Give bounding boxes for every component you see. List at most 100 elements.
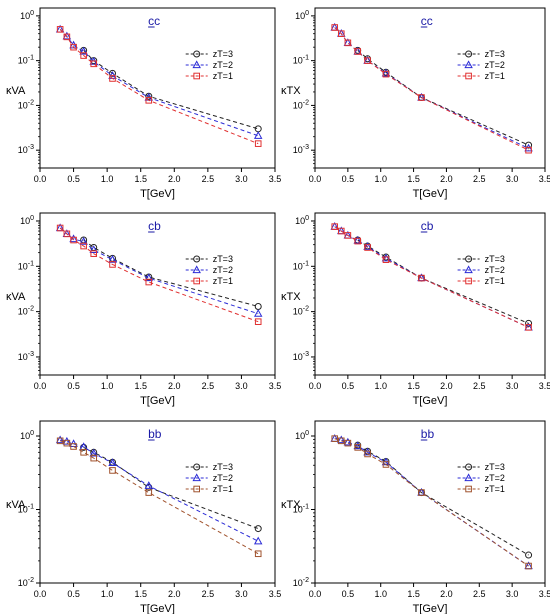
- y-axis-label: κVA: [6, 499, 26, 511]
- series-line-1: [83, 49, 259, 130]
- legend-label: zT=3: [485, 462, 505, 472]
- plot-frame: [314, 7, 546, 169]
- legend-label: zT=2: [485, 473, 505, 483]
- y-tick-label: 10-1: [18, 260, 34, 271]
- data-point: [337, 437, 345, 445]
- series-line-2: [334, 27, 529, 149]
- data-point: [382, 461, 390, 468]
- legend-label: zT=1: [213, 276, 233, 286]
- data-point: [144, 273, 154, 282]
- legend-label: zT=2: [485, 265, 505, 275]
- x-tick-label: 0.0: [34, 381, 47, 391]
- data-point: [331, 435, 339, 442]
- x-tick-label: 0.5: [342, 381, 355, 391]
- data-point: [62, 436, 72, 445]
- chart-panel-5: 0.0 0.5 1.0 1.5 2.0 2.5 3.0 3.5 100 10-1 10-2 T[GeV…: [6, 420, 281, 614]
- series-line-1: [357, 49, 529, 146]
- data-point: [525, 141, 533, 149]
- series-line-3: [334, 438, 529, 567]
- y-tick-label: 100: [295, 10, 309, 21]
- x-tick-label: 1.5: [407, 589, 420, 599]
- x-tick-label: 2.5: [202, 589, 215, 599]
- y-axis-label: κTX: [281, 499, 301, 511]
- legend-marker: [465, 72, 472, 80]
- series-line-3: [334, 226, 529, 328]
- data-point: [145, 97, 153, 104]
- data-point: [254, 318, 262, 325]
- data-point: [56, 437, 64, 445]
- x-tick-label: 0.5: [342, 174, 355, 184]
- data-point: [79, 237, 88, 245]
- series-line-3: [59, 29, 259, 145]
- x-tick-label: 0.0: [309, 174, 322, 184]
- data-point: [90, 250, 98, 257]
- chart-panel-4: 0.0 0.5 1.0 1.5 2.0 2.5 3.0 3.5 100 10-1 10-2 10-3 T…: [281, 212, 550, 407]
- data-point: [354, 444, 362, 451]
- legend-marker: [464, 60, 473, 69]
- data-point: [418, 94, 425, 101]
- y-tick-label: 10-2: [293, 99, 309, 110]
- legend-label: zT=2: [485, 60, 505, 70]
- panel-title: bb: [421, 427, 435, 441]
- y-tick-label: 10-3: [18, 144, 34, 155]
- y-tick-label: 10-3: [18, 351, 34, 362]
- data-point: [337, 227, 345, 235]
- y-axis-label: κTX: [281, 85, 301, 97]
- data-point: [253, 309, 263, 317]
- x-tick-label: 3.5: [269, 174, 282, 184]
- legend-marker: [464, 473, 473, 482]
- y-tick-label: 10-1: [293, 55, 309, 66]
- series-line-3: [59, 440, 259, 555]
- y-axis-label: κVA: [6, 291, 26, 303]
- legend-label: zT=3: [213, 49, 233, 59]
- y-tick-label: 10-1: [18, 55, 34, 66]
- data-point: [55, 435, 65, 444]
- data-point: [254, 125, 262, 133]
- data-point: [525, 324, 532, 331]
- y-tick-label: 10-2: [18, 577, 34, 588]
- legend-label: zT=1: [213, 71, 233, 81]
- x-tick-label: 2.5: [473, 381, 486, 391]
- legend-label: zT=2: [213, 265, 233, 275]
- data-point: [253, 536, 263, 545]
- x-tick-label: 2.0: [168, 381, 181, 391]
- data-point: [62, 31, 72, 40]
- x-tick-label: 0.5: [67, 381, 80, 391]
- legend-label: zT=3: [485, 49, 505, 59]
- data-point: [63, 33, 71, 41]
- panel-title: bb: [148, 427, 162, 441]
- x-tick-label: 0.5: [342, 589, 355, 599]
- y-tick-label: 100: [295, 215, 309, 226]
- legend-label: zT=1: [213, 484, 233, 494]
- series-line-1: [83, 446, 259, 530]
- chart-panel-1: 0.0 0.5 1.0 1.5 2.0 2.5 3.0 3.5 100 10-1 10-2 10-3 T…: [6, 7, 282, 200]
- series-line-1: [357, 444, 529, 556]
- y-axis-label: κVA: [6, 85, 26, 97]
- series-line-2: [59, 29, 259, 137]
- data-point: [63, 230, 71, 238]
- legend-marker: [192, 60, 201, 69]
- y-tick-label: 10-2: [18, 306, 34, 317]
- legend-marker: [193, 485, 200, 493]
- y-tick-label: 10-1: [18, 504, 34, 515]
- data-point: [80, 52, 87, 59]
- x-tick-label: 2.0: [168, 589, 181, 599]
- data-point: [353, 441, 362, 450]
- x-tick-label: 2.5: [202, 381, 215, 391]
- x-tick-label: 3.0: [235, 589, 248, 599]
- data-point: [90, 454, 98, 462]
- x-tick-label: 1.0: [374, 174, 387, 184]
- legend-marker: [192, 473, 201, 482]
- x-tick-label: 0.5: [67, 174, 80, 184]
- y-tick-label: 10-3: [293, 144, 309, 155]
- plot-frame: [39, 420, 276, 584]
- x-tick-label: 1.5: [134, 381, 147, 391]
- data-point: [344, 439, 352, 447]
- data-point: [254, 140, 262, 147]
- data-point: [109, 261, 116, 268]
- data-point: [354, 48, 362, 55]
- data-point: [109, 467, 116, 474]
- chart-panel-2: 0.0 0.5 1.0 1.5 2.0 2.5 3.0 3.5 100 10-1 10-2 10-3 T…: [281, 7, 550, 200]
- data-point: [254, 525, 262, 533]
- data-point: [364, 57, 371, 64]
